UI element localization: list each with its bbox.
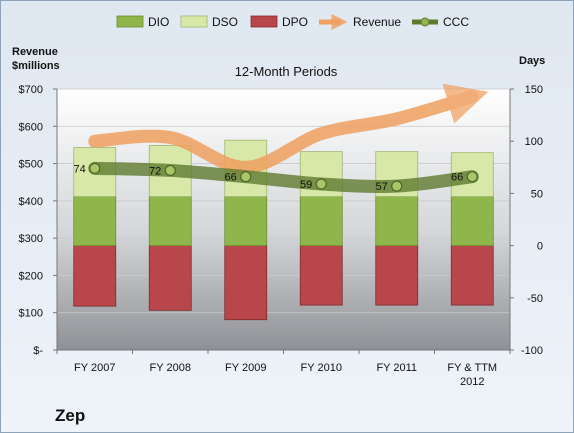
x-tick-label: FY 2008 [150, 362, 191, 374]
x-tick-label: FY 2011 [376, 362, 417, 374]
ccc-point [164, 164, 176, 177]
right-tick-label: 100 [525, 136, 543, 148]
right-tick-label: 50 [531, 188, 543, 200]
ccc-point [315, 178, 327, 190]
legend-item-dso: DSO [180, 15, 238, 29]
bar-dpo [148, 245, 192, 311]
legend-label-ccc: CCC [443, 15, 469, 29]
company-name: Zep [55, 406, 86, 425]
plot-area [57, 89, 510, 350]
x-tick-label: FY & TTM [447, 362, 497, 374]
x-tick-label: FY 2010 [301, 362, 342, 374]
x-tick-label-line2: 2012 [460, 376, 484, 388]
right-tick-label: -50 [527, 293, 543, 305]
ccc-point [466, 171, 478, 183]
bar-dio [299, 196, 343, 246]
axis-ticks [53, 88, 514, 354]
revenue-line [88, 83, 489, 174]
bar-dpo [224, 245, 268, 321]
ccc-point [89, 162, 101, 174]
left-axis-title-line2: $millions [12, 60, 60, 72]
legend-item-dpo: DPO [250, 15, 308, 29]
left-tick-label: $100 [19, 308, 43, 320]
ccc-data-label: 66 [451, 172, 463, 184]
ccc-data-label: 59 [300, 179, 312, 191]
legend-item-dio: DIO [116, 15, 169, 29]
legend-marker-ccc [420, 17, 430, 27]
x-tick-label: FY 2009 [225, 362, 266, 374]
ccc-data-label: 72 [149, 165, 161, 177]
bar-dio [224, 196, 268, 246]
legend-swatch-dso [180, 15, 208, 28]
bar-dio [375, 196, 419, 246]
left-tick-label: $- [33, 345, 43, 357]
left-tick-label: $700 [19, 84, 43, 96]
left-axis-title-line1: Revenue [12, 46, 58, 58]
left-tick-label: $300 [19, 233, 43, 245]
bar-dio [148, 196, 192, 246]
legend-label-dso: DSO [212, 15, 238, 29]
right-axis-title: Days [519, 55, 545, 67]
tick-labels: $- $100 $200 $300 $400 $500 $600 $700 -100 -50 0 50… [19, 84, 543, 388]
bar-dio [450, 196, 494, 246]
right-tick-label: 150 [525, 84, 543, 96]
left-tick-label: $200 [19, 270, 43, 282]
ccc-data-label: 74 [74, 163, 86, 175]
ccc-data-label: 57 [376, 181, 388, 193]
bar-dpo [450, 245, 494, 306]
legend-label-dio: DIO [148, 15, 169, 29]
legend-swatch-dpo [250, 15, 278, 28]
right-tick-label: -100 [521, 345, 543, 357]
legend-label-revenue: Revenue [353, 15, 401, 29]
bar-dio [73, 196, 117, 246]
ccc-point [391, 180, 403, 192]
left-tick-label: $600 [19, 121, 43, 133]
legend-swatch-dio [116, 15, 144, 28]
ccc-point [240, 171, 252, 183]
ccc-data-label: 66 [225, 172, 237, 184]
left-tick-label: $500 [19, 159, 43, 171]
legend-item-revenue: Revenue [319, 13, 401, 31]
left-tick-label: $400 [19, 196, 43, 208]
chart-title: 12-Month Periods [235, 64, 338, 79]
bar-dpo [375, 245, 419, 306]
x-tick-label: FY 2007 [74, 362, 115, 374]
legend-item-ccc: CCC [412, 15, 469, 29]
bar-dpo [299, 245, 343, 306]
ccc-line [88, 161, 479, 193]
right-tick-label: 0 [537, 241, 543, 253]
legend: DIO DSO DPO Revenue CCC [116, 13, 469, 31]
legend-label-dpo: DPO [282, 15, 308, 29]
lines [88, 83, 489, 193]
bar-dpo [73, 245, 117, 307]
